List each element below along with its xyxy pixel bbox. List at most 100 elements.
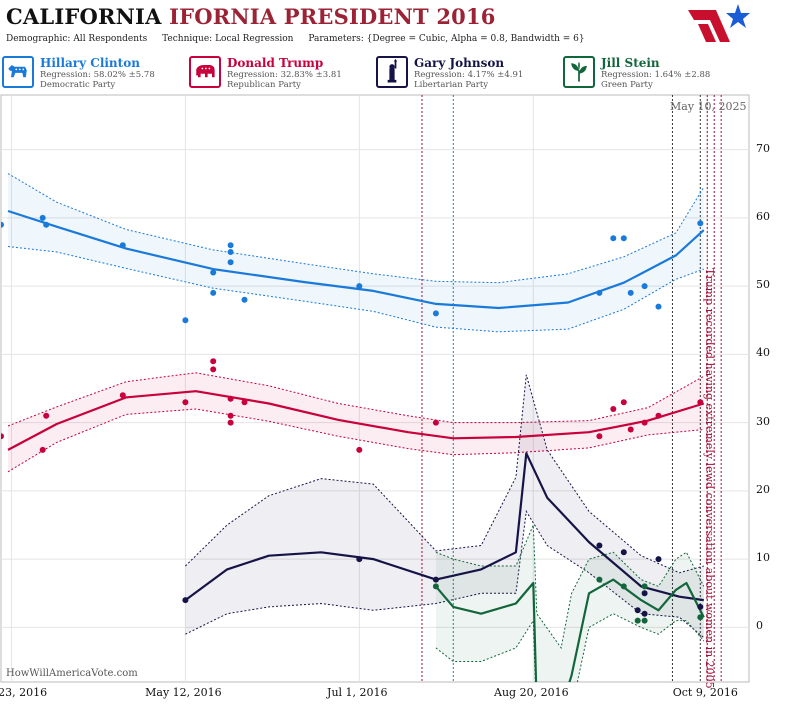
- page-title: CALIFORNIA IFORNIA PRESIDENT 2016: [6, 4, 496, 29]
- data-point: [227, 242, 234, 249]
- data-point: [432, 419, 439, 426]
- data-point: [655, 412, 662, 419]
- data-point: [641, 419, 648, 426]
- data-point: [182, 317, 189, 324]
- demographic-value: All Respondents: [73, 34, 148, 44]
- data-point: [39, 214, 46, 221]
- confidence-band: [8, 173, 704, 332]
- data-point: [356, 556, 363, 563]
- data-point: [697, 603, 704, 610]
- data-point: [227, 249, 234, 255]
- trend-line: [7, 209, 705, 310]
- candidate-regression: Regression: 4.17% ±4.91: [414, 70, 524, 80]
- candidate-party: Libertarian Party: [414, 80, 489, 90]
- liberty-icon: [376, 56, 408, 88]
- candidate-regression: Regression: 32.83% ±3.81: [227, 70, 342, 80]
- data-point: [1, 433, 4, 440]
- demographic-label: Demographic:: [6, 34, 71, 44]
- data-point: [210, 366, 217, 373]
- data-point: [432, 310, 439, 317]
- data-point: [182, 399, 189, 406]
- data-point: [432, 576, 439, 583]
- data-point: [627, 289, 634, 296]
- data-point: [697, 614, 704, 621]
- x-tick-label: Mar 23, 2016: [0, 686, 48, 699]
- data-point: [641, 610, 648, 617]
- plant-icon: [563, 56, 595, 88]
- site-logo-icon: [688, 4, 750, 42]
- band-upper-line: [435, 524, 705, 650]
- confidence-band: [435, 525, 704, 682]
- data-point: [43, 412, 50, 419]
- y-tick-label: 20: [756, 482, 770, 496]
- data-point: [641, 590, 648, 597]
- poll-points: [1, 214, 704, 624]
- event-lines: [421, 95, 722, 682]
- trend-line: [184, 452, 704, 602]
- candidate-party: Green Party: [601, 80, 653, 90]
- candidate-stein: Jill Stein Regression: 1.64% ±2.88 Green…: [563, 55, 749, 93]
- data-point: [432, 583, 439, 590]
- data-point: [641, 583, 648, 590]
- data-point: [697, 220, 704, 227]
- donkey-icon: [2, 56, 34, 88]
- data-point: [641, 617, 648, 624]
- data-point: [620, 235, 627, 242]
- data-point: [620, 399, 627, 406]
- trend-line: [7, 390, 705, 451]
- candidate-clinton: Hillary Clinton Regression: 58.02% ±5.78…: [2, 55, 188, 93]
- data-point: [227, 412, 234, 419]
- confidence-band: [185, 374, 704, 638]
- y-tick-label: 40: [756, 346, 770, 360]
- data-point: [241, 399, 248, 406]
- candidate-name: Hillary Clinton: [40, 56, 140, 70]
- data-point: [227, 259, 234, 266]
- band-lower-line: [7, 408, 704, 473]
- data-point: [241, 296, 248, 303]
- candidate-name: Gary Johnson: [414, 56, 505, 70]
- data-point: [39, 446, 46, 453]
- trend-lines: [7, 209, 705, 682]
- event-annotation: Trump recorded having extremely lewd con…: [703, 268, 716, 689]
- technique-value: Local Regression: [215, 34, 294, 44]
- data-point: [182, 597, 189, 604]
- y-tick-label: 60: [756, 209, 770, 223]
- x-tick-label: Oct 9, 2016: [672, 686, 738, 699]
- data-point: [697, 399, 704, 406]
- y-tick-label: 70: [756, 141, 770, 155]
- data-point: [210, 269, 217, 276]
- title-race: IFORNIA PRESIDENT 2016: [169, 4, 496, 29]
- data-point: [634, 607, 641, 614]
- title-state: CALIFORNIA: [6, 4, 162, 29]
- data-point: [596, 433, 603, 440]
- data-point: [655, 556, 662, 563]
- parameters-value: {Degree = Cubic, Alpha = 0.8, Bandwidth …: [366, 34, 585, 44]
- parameters-label: Parameters:: [308, 34, 364, 44]
- x-tick-label: Aug 20, 2016: [494, 686, 569, 699]
- candidate-name: Donald Trump: [227, 56, 324, 70]
- data-point: [210, 358, 217, 365]
- candidate-trump: Donald Trump Regression: 32.83% ±3.81 Re…: [189, 55, 375, 93]
- band-upper-line: [185, 374, 704, 574]
- candidate-regression: Regression: 58.02% ±5.78: [40, 70, 155, 80]
- elephant-icon: [189, 56, 221, 88]
- data-point: [119, 392, 126, 399]
- parameters-line: Demographic: All Respondents Technique: …: [6, 34, 585, 44]
- candidate-party: Republican Party: [227, 80, 301, 90]
- date-badge: May 10, 2025: [670, 100, 747, 113]
- data-point: [356, 283, 363, 290]
- data-point: [641, 283, 648, 290]
- band-lower-line: [435, 613, 705, 682]
- data-point: [610, 235, 617, 242]
- poll-chart: [0, 94, 750, 683]
- y-tick-label: 30: [756, 414, 770, 428]
- watermark: HowWillAmericaVote.com: [6, 668, 138, 679]
- data-point: [655, 303, 662, 310]
- data-point: [43, 221, 50, 228]
- band-upper-line: [7, 372, 705, 427]
- band-lower-line: [7, 246, 704, 333]
- candidate-johnson: Gary Johnson Regression: 4.17% ±4.91 Lib…: [376, 55, 562, 93]
- data-point: [610, 406, 617, 412]
- technique-label: Technique:: [162, 34, 213, 44]
- data-point: [1, 221, 4, 228]
